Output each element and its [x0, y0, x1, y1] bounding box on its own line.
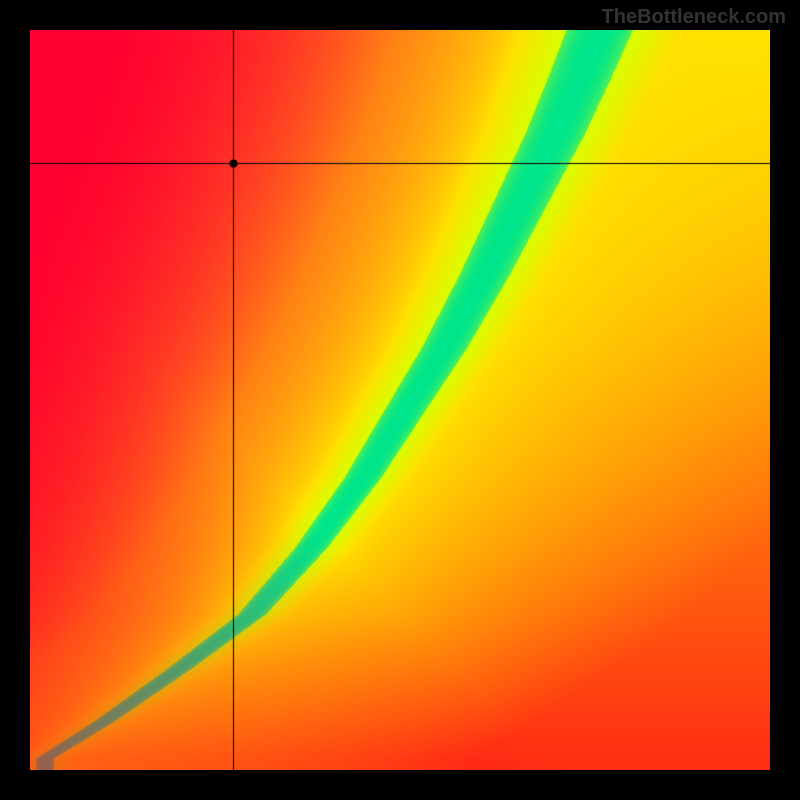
heatmap-canvas [30, 30, 770, 770]
watermark: TheBottleneck.com [602, 6, 786, 29]
bottleneck-heatmap [30, 30, 770, 770]
